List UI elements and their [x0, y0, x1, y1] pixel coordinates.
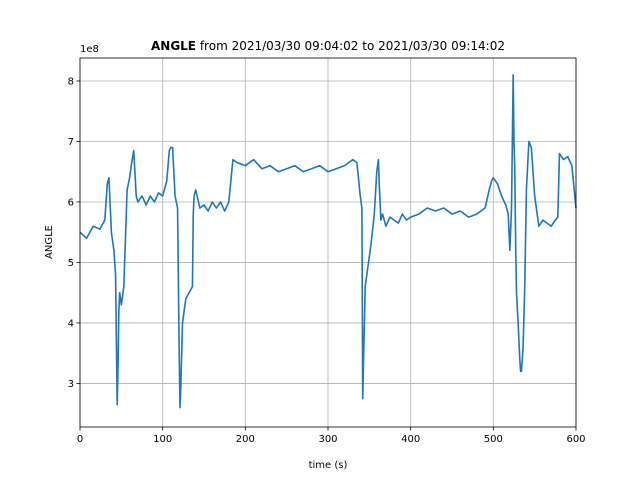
y-tick-label: 6 — [68, 197, 74, 208]
x-tick-label: 600 — [566, 434, 585, 445]
x-axis-label: time (s) — [309, 460, 348, 471]
x-tick-label: 0 — [77, 434, 83, 445]
x-axis-ticks: 0 100 200 300 400 500 600 — [77, 427, 586, 445]
chart-title-bold: ANGLE — [151, 39, 196, 53]
data-series — [79, 74, 577, 409]
x-tick-label: 400 — [401, 434, 420, 445]
x-tick-label: 500 — [484, 434, 503, 445]
chart-title-rest: from 2021/03/30 09:04:02 to 2021/03/30 0… — [196, 39, 505, 53]
y-offset-label: 1e8 — [80, 44, 99, 55]
y-tick-label: 3 — [68, 379, 74, 390]
y-tick-label: 4 — [68, 318, 74, 329]
series-line — [79, 74, 577, 409]
y-tick-label: 8 — [68, 76, 74, 87]
x-tick-label: 100 — [153, 434, 172, 445]
x-tick-label: 200 — [236, 434, 255, 445]
y-axis-ticks: 3 4 5 6 7 8 — [68, 76, 80, 390]
y-tick-label: 7 — [68, 137, 74, 148]
y-axis-label: ANGLE — [44, 225, 55, 259]
y-tick-label: 5 — [68, 258, 74, 269]
chart-title: ANGLE from 2021/03/30 09:04:02 to 2021/0… — [151, 39, 505, 53]
grid-lines — [79, 58, 577, 427]
x-tick-label: 300 — [318, 434, 337, 445]
